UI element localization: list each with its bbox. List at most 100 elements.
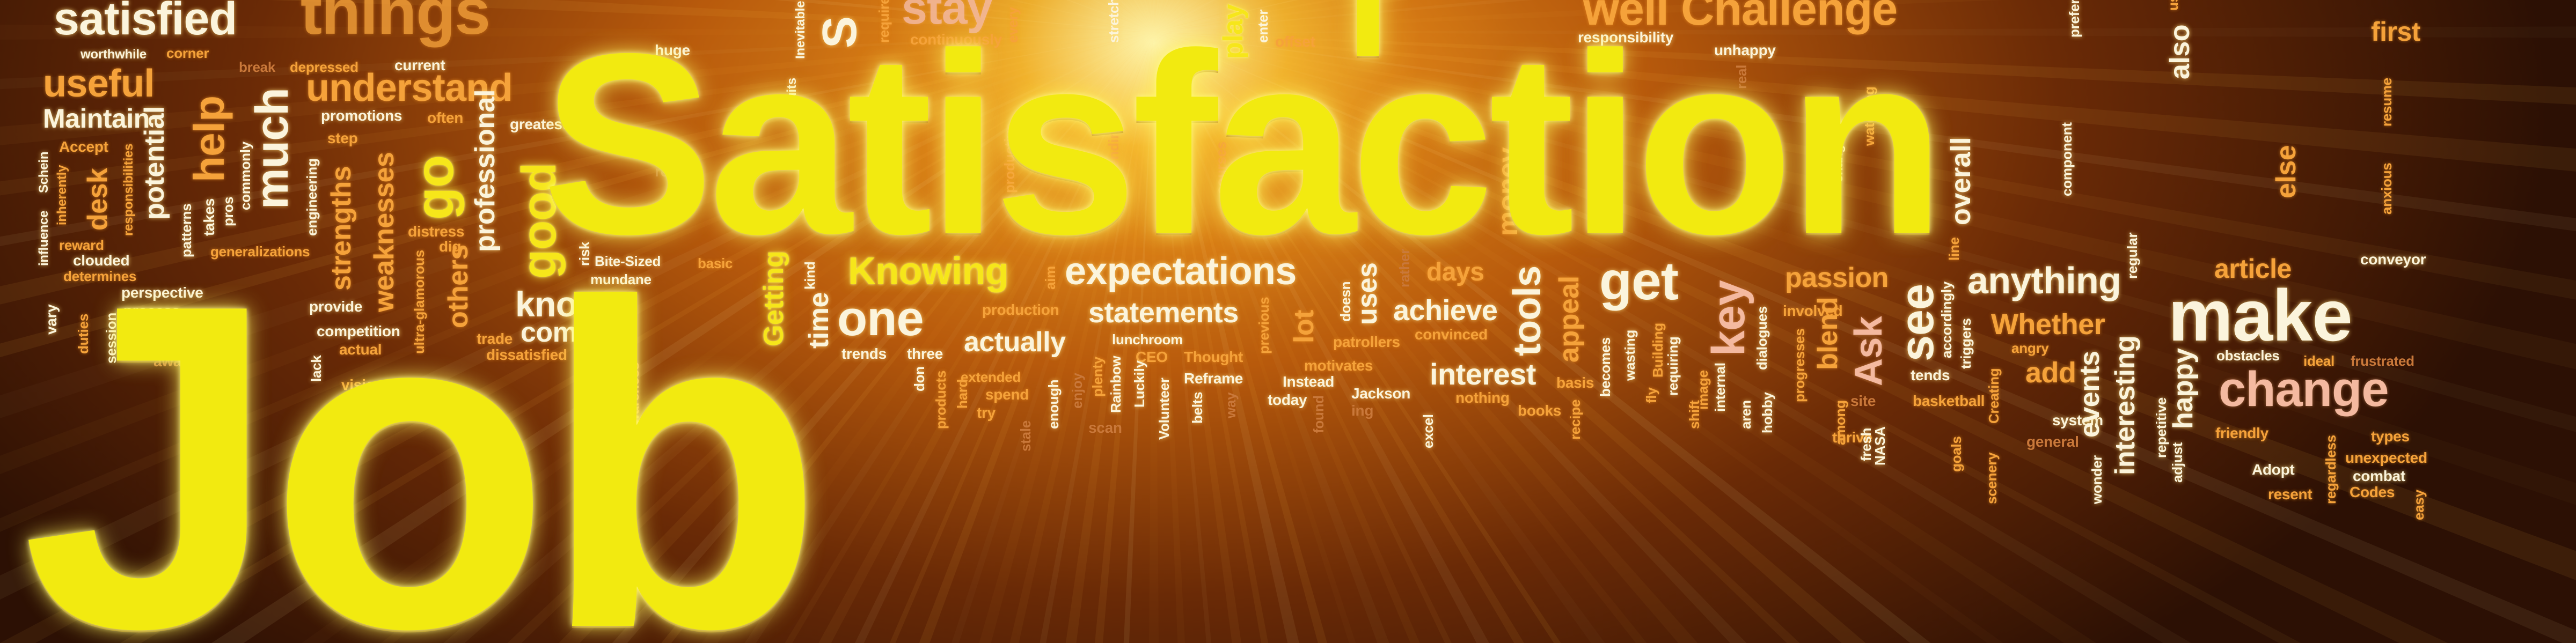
word-clouded: clouded xyxy=(73,252,130,269)
light-ray xyxy=(1154,0,1166,32)
word-one: one xyxy=(837,291,924,346)
word-today: today xyxy=(1268,391,1307,408)
word-wasting: wasting xyxy=(1622,330,1638,381)
light-ray xyxy=(1154,0,1168,32)
word-well-challenge: well Challenge xyxy=(1583,0,1898,35)
light-ray xyxy=(903,0,1154,32)
light-ray xyxy=(1145,0,1154,32)
word-frustrated: frustrated xyxy=(2351,353,2414,369)
light-ray xyxy=(1009,32,1154,643)
word-events: events xyxy=(2074,351,2105,438)
word-mundane: mundane xyxy=(590,271,652,287)
word-used: used xyxy=(2165,0,2181,11)
word-interest: interest xyxy=(1430,357,1536,391)
word-step: step xyxy=(327,130,358,146)
word-nasa: NASA xyxy=(1872,426,1888,465)
light-ray xyxy=(211,32,1154,643)
light-ray xyxy=(1154,32,2191,643)
light-ray xyxy=(1154,0,1215,32)
light-ray xyxy=(1139,0,1154,32)
light-ray xyxy=(1154,0,1180,32)
word-reframe: Reframe xyxy=(1184,370,1243,387)
word-hobby: hobby xyxy=(1759,392,1775,433)
light-ray xyxy=(1154,32,1561,643)
light-ray xyxy=(967,0,1154,32)
light-ray xyxy=(1154,32,1299,643)
word-becomes: becomes xyxy=(1597,337,1613,397)
word-trade: trade xyxy=(477,330,513,347)
light-ray xyxy=(0,32,1154,532)
word-distress: distress xyxy=(408,223,465,240)
word-books: books xyxy=(1518,402,1562,419)
light-ray xyxy=(1154,32,2576,580)
word-fresh: fresh xyxy=(1858,427,1874,461)
light-ray xyxy=(1154,0,1174,32)
word-excel: excel xyxy=(1420,414,1436,448)
word-dialogues: dialogues xyxy=(1754,306,1770,370)
word-depressed: depressed xyxy=(290,59,358,75)
light-ray xyxy=(1154,32,2576,643)
word-reward: reward xyxy=(59,237,104,253)
word-whether: Whether xyxy=(1991,308,2105,341)
word-commonly: commonly xyxy=(237,142,253,210)
word-ceo: CEO xyxy=(1136,349,1168,365)
light-ray xyxy=(1065,32,1154,643)
word-bite-sized: Bite-Sized xyxy=(595,253,661,269)
light-ray xyxy=(1154,0,1231,32)
word-among: among xyxy=(1832,400,1848,445)
word-accept: Accept xyxy=(59,138,108,155)
word-internal: internal xyxy=(1712,363,1728,412)
word-tends: tends xyxy=(1911,367,1950,383)
word-conveyor: conveyor xyxy=(2360,251,2426,268)
light-ray xyxy=(1113,0,1154,32)
word-competition: competition xyxy=(317,323,400,339)
word-dig: dig xyxy=(439,238,462,255)
light-ray xyxy=(1134,0,1154,32)
light-ray xyxy=(1040,32,1154,643)
light-ray xyxy=(1066,0,1154,32)
word-dissatisfied: dissatisfied xyxy=(486,346,567,363)
light-ray xyxy=(1154,32,1420,643)
word-also: also xyxy=(2164,25,2196,79)
word-fly: fly xyxy=(1643,387,1659,403)
word-patrollers: patrollers xyxy=(1333,334,1400,350)
word-much: much xyxy=(246,88,298,209)
word-break: break xyxy=(239,59,276,75)
light-ray xyxy=(1154,0,1188,32)
word-overall: overall xyxy=(1945,137,1977,225)
word-adjust: adjust xyxy=(2169,442,2185,483)
word-anything: anything xyxy=(1967,260,2121,301)
word-know: know xyxy=(515,284,605,324)
word-process: process xyxy=(123,302,180,319)
light-ray xyxy=(0,32,1154,247)
word-statements: statements xyxy=(1088,297,1239,329)
light-ray xyxy=(0,32,1154,305)
light-ray xyxy=(1154,0,1172,32)
word-triggers: triggers xyxy=(1958,318,1974,369)
light-ray xyxy=(1146,0,1154,32)
word-creating: Creating xyxy=(1986,368,2002,424)
word-basis: basis xyxy=(1556,374,1594,391)
word-jackson: Jackson xyxy=(1351,385,1411,402)
word-site: site xyxy=(1850,393,1876,409)
word-rainbow: Rainbow xyxy=(1108,356,1124,413)
light-ray xyxy=(785,32,1154,643)
word-goals: goals xyxy=(1948,436,1964,472)
word-adopt: Adopt xyxy=(2252,461,2295,478)
word-aware: aware xyxy=(153,353,195,369)
word-knowing: Knowing xyxy=(848,250,1009,293)
word-promotions: promotions xyxy=(321,107,402,124)
light-ray xyxy=(1136,0,1154,32)
light-ray xyxy=(1154,32,2576,172)
word-actually: actually xyxy=(964,327,1066,358)
light-ray xyxy=(1154,0,1157,32)
word-regardless: regardless xyxy=(2323,435,2339,504)
word-aren: aren xyxy=(1738,400,1754,429)
word-see: see xyxy=(1890,284,1943,361)
light-ray xyxy=(0,32,1154,145)
word-determines: determines xyxy=(63,268,137,284)
light-ray xyxy=(855,32,1154,643)
light-ray xyxy=(1154,0,1203,32)
word-interesting: interesting xyxy=(2110,335,2141,475)
light-ray xyxy=(1154,32,1747,643)
